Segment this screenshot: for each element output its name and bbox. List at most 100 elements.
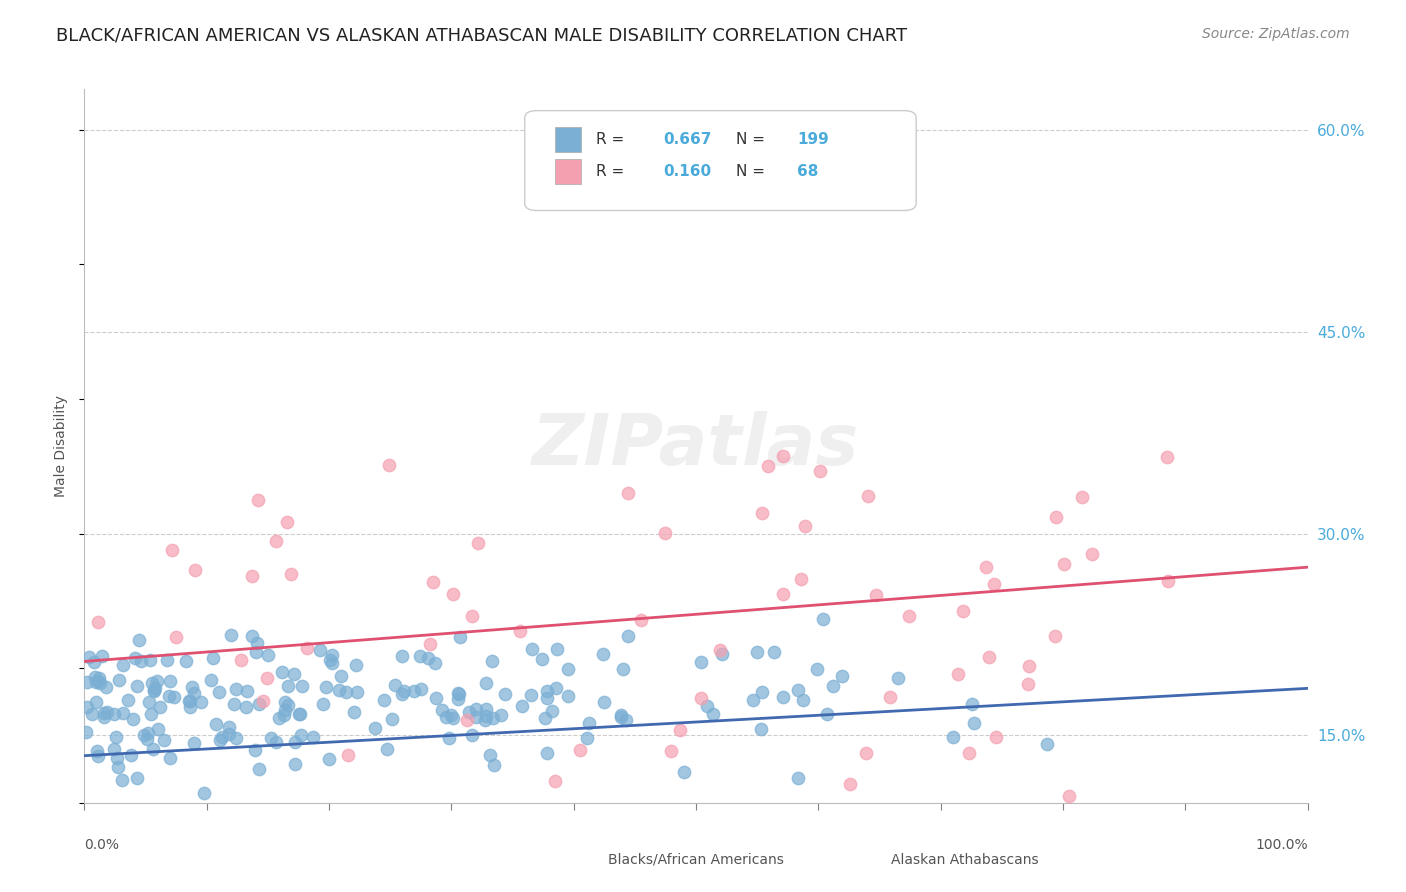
- Point: [534, 711, 557, 725]
- Point: [509, 624, 531, 638]
- Point: [423, 656, 446, 670]
- Point: [276, 515, 298, 529]
- Point: [308, 643, 330, 657]
- Point: [284, 735, 307, 749]
- Point: [211, 730, 233, 744]
- Point: [811, 612, 834, 626]
- Point: [709, 642, 731, 657]
- Point: [786, 683, 808, 698]
- Point: [257, 648, 280, 662]
- Point: [536, 684, 558, 698]
- Y-axis label: Male Disability: Male Disability: [55, 395, 69, 497]
- Point: [960, 697, 983, 711]
- Point: [157, 690, 180, 704]
- Point: [756, 458, 779, 473]
- Point: [141, 676, 163, 690]
- Point: [540, 705, 562, 719]
- Point: [576, 731, 599, 746]
- Point: [855, 746, 877, 760]
- Point: [952, 604, 974, 618]
- Text: 0.0%: 0.0%: [84, 838, 120, 853]
- Point: [1057, 789, 1080, 803]
- Point: [183, 736, 205, 750]
- Point: [124, 650, 146, 665]
- Text: 199: 199: [797, 132, 830, 146]
- Point: [146, 722, 169, 736]
- Point: [184, 564, 207, 578]
- Point: [579, 866, 602, 880]
- Point: [430, 703, 453, 717]
- Point: [465, 710, 488, 724]
- Point: [103, 742, 125, 756]
- Point: [793, 518, 815, 533]
- Point: [481, 654, 503, 668]
- Point: [264, 735, 287, 749]
- Point: [312, 697, 335, 711]
- Point: [1045, 510, 1067, 524]
- Text: R =: R =: [596, 164, 628, 178]
- Point: [823, 679, 845, 693]
- Point: [159, 673, 181, 688]
- Point: [89, 676, 111, 690]
- Point: [447, 687, 470, 701]
- Text: ZIPatlas: ZIPatlas: [533, 411, 859, 481]
- Point: [235, 699, 257, 714]
- Point: [741, 693, 763, 707]
- Point: [957, 747, 980, 761]
- Point: [204, 717, 226, 731]
- Point: [865, 588, 887, 602]
- Point: [762, 645, 785, 659]
- Point: [288, 706, 311, 721]
- Point: [107, 759, 129, 773]
- Point: [221, 628, 243, 642]
- Point: [536, 691, 558, 706]
- Point: [218, 720, 240, 734]
- Point: [288, 707, 311, 722]
- Point: [247, 493, 270, 508]
- Point: [153, 733, 176, 747]
- Point: [235, 683, 257, 698]
- Point: [673, 764, 696, 779]
- Point: [318, 752, 340, 766]
- Point: [946, 814, 969, 829]
- Point: [815, 706, 838, 721]
- Text: 0.160: 0.160: [664, 164, 711, 178]
- Point: [143, 681, 166, 695]
- Point: [108, 673, 131, 688]
- Point: [271, 665, 294, 679]
- Point: [790, 573, 813, 587]
- Point: [558, 812, 581, 826]
- Point: [772, 587, 794, 601]
- Point: [751, 685, 773, 699]
- Point: [229, 652, 252, 666]
- Point: [125, 771, 148, 785]
- Point: [879, 690, 901, 704]
- Point: [202, 651, 225, 665]
- Point: [897, 608, 920, 623]
- Point: [218, 727, 240, 741]
- Point: [391, 687, 413, 701]
- Point: [668, 723, 690, 737]
- Point: [772, 690, 794, 704]
- Point: [1017, 677, 1039, 691]
- Point: [457, 705, 479, 719]
- Point: [247, 763, 270, 777]
- Point: [105, 750, 128, 764]
- Point: [177, 694, 200, 708]
- Point: [284, 757, 307, 772]
- Point: [441, 711, 464, 725]
- Point: [117, 692, 139, 706]
- Point: [489, 708, 512, 723]
- Point: [441, 587, 464, 601]
- Point: [654, 525, 676, 540]
- Point: [520, 688, 543, 702]
- Point: [94, 680, 117, 694]
- Point: [592, 647, 614, 661]
- Point: [283, 667, 305, 681]
- Point: [1157, 574, 1180, 588]
- FancyBboxPatch shape: [524, 111, 917, 211]
- Point: [83, 655, 105, 669]
- Point: [328, 682, 350, 697]
- FancyBboxPatch shape: [555, 127, 581, 152]
- Point: [751, 506, 773, 520]
